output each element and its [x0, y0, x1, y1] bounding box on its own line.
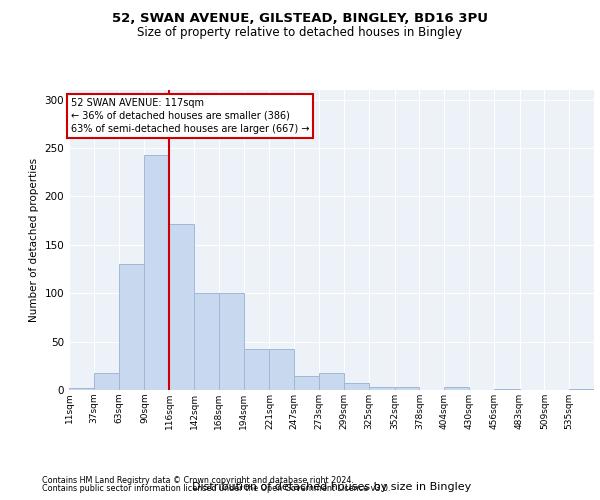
Bar: [344, 383, 369, 390]
Y-axis label: Number of detached properties: Number of detached properties: [29, 158, 39, 322]
Bar: [244, 350, 269, 390]
Bar: [145, 155, 169, 390]
Bar: [269, 350, 294, 390]
Bar: [194, 293, 219, 390]
Text: 52 SWAN AVENUE: 117sqm
← 36% of detached houses are smaller (386)
63% of semi-de: 52 SWAN AVENUE: 117sqm ← 36% of detached…: [71, 98, 310, 134]
Text: Contains public sector information licensed under the Open Government Licence v3: Contains public sector information licen…: [42, 484, 391, 493]
Bar: [294, 376, 319, 390]
Bar: [569, 389, 594, 390]
Text: Contains HM Land Registry data © Crown copyright and database right 2024.: Contains HM Land Registry data © Crown c…: [42, 476, 354, 485]
Bar: [369, 387, 395, 390]
Bar: [69, 388, 94, 390]
X-axis label: Distribution of detached houses by size in Bingley: Distribution of detached houses by size …: [192, 482, 471, 492]
Bar: [94, 372, 119, 390]
Bar: [444, 387, 469, 390]
Text: 52, SWAN AVENUE, GILSTEAD, BINGLEY, BD16 3PU: 52, SWAN AVENUE, GILSTEAD, BINGLEY, BD16…: [112, 12, 488, 26]
Bar: [119, 264, 145, 390]
Bar: [395, 387, 419, 390]
Text: Size of property relative to detached houses in Bingley: Size of property relative to detached ho…: [137, 26, 463, 39]
Bar: [319, 372, 344, 390]
Bar: [219, 293, 244, 390]
Bar: [494, 389, 520, 390]
Bar: [169, 224, 194, 390]
